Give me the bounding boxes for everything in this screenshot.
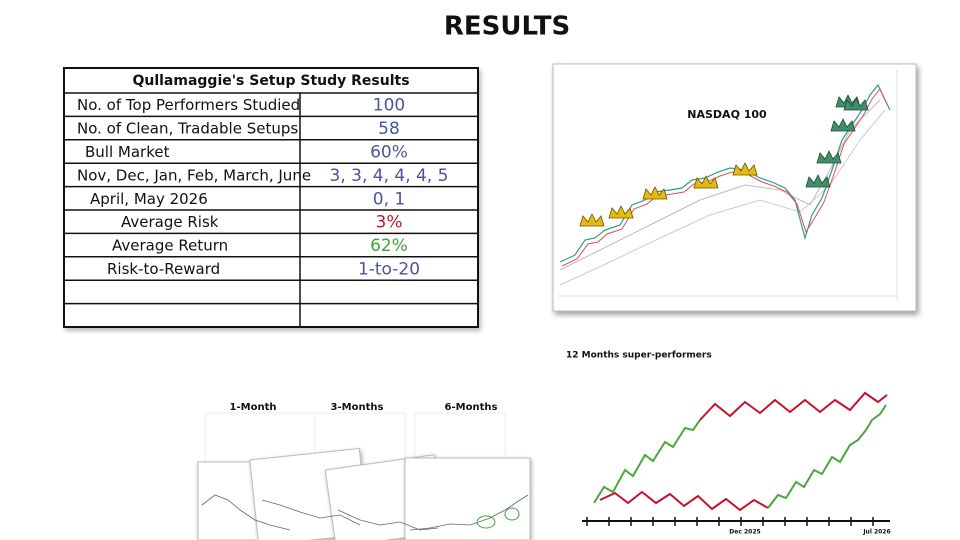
period-label: 6-Months [445, 402, 498, 413]
mini-line [409, 494, 529, 531]
row-value: 0, 1 [373, 189, 405, 209]
table-frame [63, 67, 479, 328]
row-label: April, May 2026 [90, 190, 208, 208]
axis-label: Jul 2026 [862, 529, 890, 536]
row-label: No. of Top Performers Studied [77, 96, 300, 114]
row-value: 58 [378, 119, 400, 139]
chart-label: NASDAQ 100 [687, 108, 767, 121]
results-table: Qullamaggie's Setup Study Results No. of… [63, 67, 479, 328]
row-label: Nov, Dec, Jan, Feb, March, June [77, 166, 311, 184]
performer-line [699, 391, 888, 421]
performer-line [599, 490, 769, 512]
crown-icon [693, 175, 719, 189]
crown-icon [732, 162, 758, 176]
row-value: 100 [373, 96, 405, 116]
mini-line [201, 494, 291, 531]
row-label: No. of Clean, Tradable Setups [77, 120, 298, 138]
crowns [805, 94, 869, 188]
row-value: 3, 3, 4, 4, 4, 5 [330, 166, 449, 186]
table-title: Qullamaggie's Setup Study Results [132, 73, 409, 89]
crown-icon [816, 150, 842, 164]
axis-ticks [586, 517, 874, 526]
row-value: 60% [370, 143, 408, 163]
chart-title: 12 Months super-performers [566, 351, 712, 361]
crown-icon [608, 205, 634, 219]
screenshot-collage: 1-Month 3-Months 6-Months [197, 402, 531, 540]
axis-label: Dec 2025 [729, 529, 760, 536]
row-label: Average Return [112, 237, 228, 255]
moving-average [559, 99, 881, 271]
period-label: 1-Month [230, 402, 277, 413]
crown-icon [805, 174, 831, 188]
row-value: 3% [376, 213, 403, 233]
row-label: Bull Market [85, 143, 170, 161]
row-value: 62% [370, 236, 408, 256]
period-label: 3-Months [331, 402, 384, 413]
crown-icon [642, 186, 668, 200]
highlight [476, 515, 496, 529]
mini-line [261, 499, 361, 526]
mini-line [337, 509, 439, 531]
performer-line [593, 419, 701, 504]
slide-title: RESULTS [444, 12, 570, 42]
moving-average [559, 109, 886, 286]
crown-icon [843, 97, 869, 111]
crowns [579, 162, 758, 227]
row-label: Risk-to-Reward [107, 260, 220, 278]
crown-icon [830, 118, 856, 132]
performer-line [767, 404, 887, 509]
performers-chart: 12 Months super-performers Dec 2025 Jul … [566, 351, 891, 536]
screenshot-frame [552, 63, 917, 312]
highlight [504, 507, 520, 521]
crown-icon [579, 213, 605, 227]
row-label: Average Risk [121, 213, 219, 231]
nasdaq-screenshot: NASDAQ 100 [552, 63, 917, 312]
row-value: 1-to-20 [358, 260, 420, 280]
mini-chart [404, 457, 531, 540]
